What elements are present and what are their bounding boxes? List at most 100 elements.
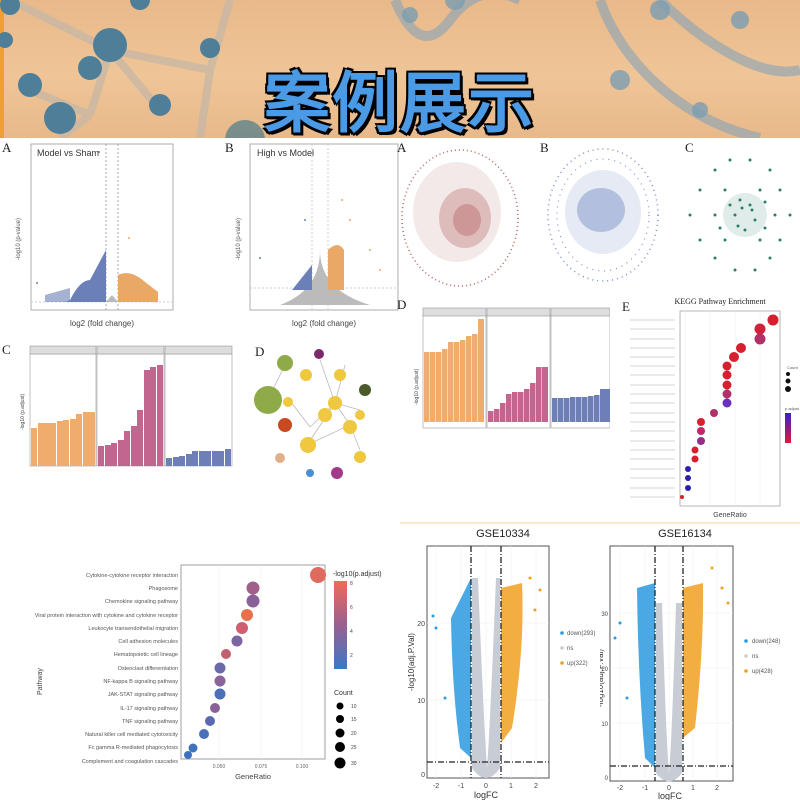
volcano-a-chart: Model vs Sham log2 (fold change) -log10 … (16, 143, 174, 328)
svg-text:-2: -2 (433, 783, 439, 790)
svg-text:-1: -1 (642, 785, 648, 792)
panel-label: A (397, 140, 407, 155)
svg-text:8: 8 (350, 581, 353, 587)
svg-text:-log10 (p.adjust): -log10 (p.adjust) (414, 369, 420, 405)
color-legend-title: -log10(p.adjust) (333, 571, 382, 578)
go-network-d: D (250, 340, 400, 510)
svg-text:Cell adhesion molecules: Cell adhesion molecules (118, 639, 178, 645)
molecule-illustration (0, 0, 800, 138)
svg-text:NF-kappa B signaling pathway: NF-kappa B signaling pathway (103, 679, 178, 685)
svg-text:15: 15 (351, 717, 357, 723)
gse16134-title: GSE16134 (658, 528, 712, 540)
svg-text:10: 10 (351, 704, 357, 710)
svg-text:20: 20 (351, 731, 357, 737)
banner-title: 案例展示 (264, 65, 536, 138)
panel-label: E (622, 299, 630, 314)
svg-text:log2 (fold change): log2 (fold change) (70, 319, 134, 328)
volcano-b-title: High vs Model (257, 148, 314, 158)
gse10334-title: GSE10334 (476, 528, 530, 540)
panel-label: B (540, 140, 549, 155)
go-bar-chart-c: C -log10 (p.adjust) (0, 340, 235, 520)
svg-text:Complement and coagulation cas: Complement and coagulation cascades (82, 759, 179, 765)
volcano-b-chart: High vs Model log2 (fold change) -log10 … (236, 143, 399, 328)
legend-down: down(293) (567, 631, 595, 637)
legend-ns: ns (752, 654, 758, 660)
svg-text:0.050: 0.050 (213, 764, 226, 770)
panel-label: D (397, 297, 407, 312)
legend-up: up(322) (567, 661, 588, 667)
go-bar-chart-d: D -log10 (p.adjust) (395, 295, 610, 520)
svg-text:4: 4 (350, 629, 353, 635)
svg-text:Hematopoietic cell lineage: Hematopoietic cell lineage (114, 652, 178, 658)
svg-text:1: 1 (509, 783, 513, 790)
svg-text:logFC: logFC (474, 790, 499, 800)
svg-text:Chemokine signaling pathway: Chemokine signaling pathway (105, 599, 178, 605)
svg-text:10: 10 (601, 722, 608, 728)
banner-edge (0, 0, 4, 138)
size-legend-title: Count (334, 690, 353, 697)
svg-text:20: 20 (601, 667, 608, 673)
svg-text:0: 0 (421, 772, 425, 779)
svg-text:0: 0 (667, 785, 671, 792)
volcano-plot-a: A Model vs Sham log2 (fold change) -log1… (0, 140, 180, 330)
svg-text:p.adjust: p.adjust (785, 406, 800, 411)
svg-text:-log10 (p-value): -log10 (p-value) (16, 218, 22, 260)
svg-text:-1: -1 (458, 783, 464, 790)
svg-text:30: 30 (351, 761, 357, 767)
svg-text:1: 1 (691, 785, 695, 792)
svg-text:20: 20 (417, 621, 425, 628)
section-divider (400, 522, 800, 524)
svg-text:-log10 (p-value): -log10 (p-value) (236, 218, 242, 260)
svg-text:Osteoclast differentiation: Osteoclast differentiation (118, 666, 178, 672)
svg-text:Leukocyte transendothelial mig: Leukocyte transendothelial migration (88, 626, 178, 632)
y-axis-label: Pathway (37, 668, 44, 695)
svg-text:2: 2 (534, 783, 538, 790)
svg-text:Cytokine-cytokine receptor int: Cytokine-cytokine receptor interaction (86, 573, 178, 579)
svg-text:Phagosome: Phagosome (149, 586, 178, 592)
kegg-title: KEGG Pathway Enrichment (674, 297, 766, 306)
svg-text:-log10(adj.P.Val): -log10(adj.P.Val) (600, 649, 605, 707)
svg-text:30: 30 (601, 612, 608, 618)
panel-label: A (2, 140, 12, 155)
panel-label: B (225, 140, 234, 155)
svg-text:2: 2 (350, 653, 353, 659)
network-c: C (680, 140, 800, 290)
legend-down: down(248) (752, 639, 780, 645)
panel-label: C (685, 140, 694, 155)
volcano-a-title: Model vs Sham (37, 148, 99, 158)
svg-text:0: 0 (484, 783, 488, 790)
volcano-plot-b: B High vs Model log2 (fold change) -log1… (220, 140, 400, 330)
svg-text:Fc gamma R-mediated phagocytos: Fc gamma R-mediated phagocytosis (88, 745, 178, 751)
banner: 案例展示 (0, 0, 800, 138)
svg-text:0.075: 0.075 (255, 764, 268, 770)
network-b: B (535, 140, 670, 290)
svg-text:-log10 (p.adjust): -log10 (p.adjust) (20, 394, 26, 430)
x-axis-label: GeneRatio (235, 772, 271, 781)
svg-text:TNF signaling pathway: TNF signaling pathway (122, 719, 178, 725)
svg-text:25: 25 (351, 745, 357, 751)
kegg-dotplot: Cytokine-cytokine receptor interaction P… (0, 555, 400, 800)
svg-text:logFC: logFC (658, 791, 683, 800)
panel-label: C (2, 342, 11, 357)
svg-text:6: 6 (350, 605, 353, 611)
panel-label: D (255, 344, 265, 359)
svg-text:JAK-STAT signaling pathway: JAK-STAT signaling pathway (108, 692, 179, 698)
volcano-gse10334: GSE10334 20 10 0 -2 -1 0 1 2 logFC -log10(adj… (400, 528, 600, 800)
svg-text:GeneRatio: GeneRatio (713, 512, 747, 519)
svg-text:-2: -2 (617, 785, 623, 792)
svg-text:Viral protein interaction with: Viral protein interaction with cytokine … (35, 613, 178, 619)
svg-text:-log10(adj.P.Val): -log10(adj.P.Val) (407, 633, 416, 691)
network-a: A (395, 140, 530, 290)
svg-text:Count: Count (787, 365, 799, 370)
svg-text:2: 2 (715, 785, 719, 792)
volcano-gse16134: GSE16134 30 20 10 0 -2 -1 0 1 2 logFC -log10(… (600, 528, 800, 800)
svg-text:IL-17 signaling pathway: IL-17 signaling pathway (120, 706, 178, 712)
svg-text:Natural killer cell mediated c: Natural killer cell mediated cytotoxicit… (85, 732, 178, 738)
legend-ns: ns (567, 646, 573, 652)
svg-text:0.100: 0.100 (296, 764, 309, 770)
kegg-enrichment-e: E KEGG Pathway Enrichment Count p.adjust… (620, 295, 800, 520)
svg-text:10: 10 (417, 698, 425, 705)
svg-text:0: 0 (605, 776, 609, 782)
legend-up: up(428) (752, 669, 773, 675)
svg-text:log2 (fold change): log2 (fold change) (292, 319, 356, 328)
